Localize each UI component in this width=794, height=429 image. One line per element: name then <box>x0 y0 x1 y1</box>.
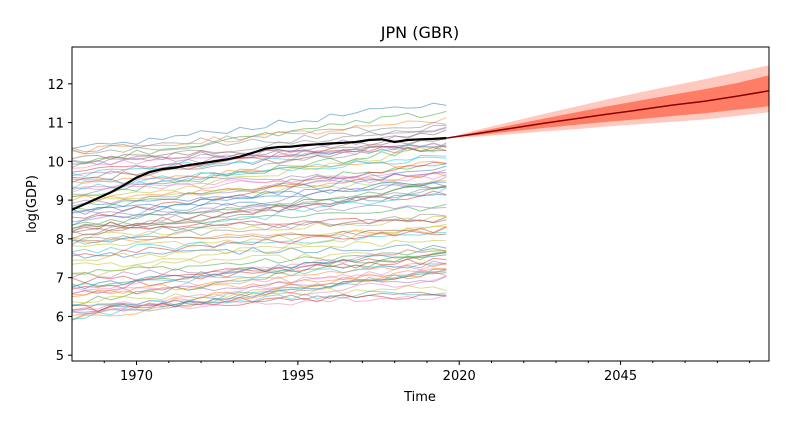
x-tick-label: 1995 <box>281 369 314 384</box>
background-country-line <box>71 223 447 277</box>
background-country-line <box>71 187 447 245</box>
background-country-line <box>71 275 447 316</box>
y-tick-label: 12 <box>47 78 64 93</box>
background-country-line <box>71 127 447 177</box>
forecast-inner-band <box>446 75 769 139</box>
background-country-line <box>71 268 447 320</box>
forecast-bands-group <box>446 65 769 139</box>
x-axis-label: Time <box>403 390 436 405</box>
background-country-line <box>71 251 447 307</box>
background-country-line <box>71 229 447 243</box>
background-country-line <box>71 184 447 240</box>
chart-title: JPN (GBR) <box>380 23 459 42</box>
background-country-line <box>71 172 447 193</box>
background-country-line <box>71 126 447 155</box>
background-country-line <box>71 276 447 295</box>
background-country-line <box>71 185 447 226</box>
background-country-line <box>71 124 447 169</box>
y-tick-label: 9 <box>56 194 64 209</box>
background-country-line <box>71 260 447 279</box>
background-country-line <box>71 269 447 295</box>
forecast-median-line <box>446 90 770 139</box>
y-tick-label: 10 <box>47 155 64 170</box>
historical-line <box>71 137 447 211</box>
background-country-line <box>71 165 447 226</box>
background-country-line <box>71 117 447 155</box>
background-country-line <box>71 144 447 209</box>
background-country-line <box>71 193 447 215</box>
background-country-line <box>71 176 447 223</box>
background-country-line <box>71 244 447 259</box>
background-country-line <box>71 121 447 153</box>
background-country-line <box>71 102 447 149</box>
y-tick-label: 6 <box>56 310 64 325</box>
y-tick-label: 5 <box>56 349 64 364</box>
background-country-line <box>71 264 447 312</box>
background-series-group <box>71 102 447 321</box>
background-country-line <box>71 171 447 202</box>
background-country-line <box>71 226 447 244</box>
background-country-line <box>71 216 447 230</box>
background-country-line <box>71 262 447 296</box>
background-country-line <box>71 213 447 246</box>
y-axis-ticks: 5 6 7 8 9 10 11 12 <box>47 78 72 364</box>
plot-frame <box>71 46 770 362</box>
background-country-line <box>71 247 447 275</box>
background-country-line <box>71 181 447 214</box>
background-country-line <box>71 290 447 307</box>
background-country-line <box>71 143 447 169</box>
background-country-line <box>71 142 447 198</box>
background-country-line <box>71 267 447 321</box>
background-country-line <box>71 263 447 287</box>
background-country-line <box>71 254 447 290</box>
x-axis-ticks: 1970 1995 2020 2045 <box>103 361 751 384</box>
y-tick-label: 11 <box>47 117 64 132</box>
background-country-line <box>71 138 447 165</box>
background-country-line <box>71 239 447 262</box>
background-country-line <box>71 146 447 179</box>
background-country-line <box>71 294 447 312</box>
background-country-line <box>71 249 447 291</box>
y-tick-label: 8 <box>56 233 64 248</box>
x-tick-label: 2020 <box>443 369 476 384</box>
background-country-line <box>71 252 447 290</box>
x-tick-label: 2045 <box>604 369 637 384</box>
background-country-line <box>71 257 447 284</box>
background-country-line <box>71 226 447 257</box>
background-country-line <box>71 215 447 241</box>
x-tick-label: 1970 <box>120 369 153 384</box>
background-country-line <box>71 143 447 178</box>
y-tick-label: 7 <box>56 272 64 287</box>
background-country-line <box>71 110 447 164</box>
forecast-outer-band <box>446 65 769 139</box>
main-series-group <box>71 90 770 211</box>
background-country-line <box>71 156 447 190</box>
background-country-line <box>71 232 447 254</box>
background-country-line <box>71 218 447 234</box>
y-axis-label: log(GDP) <box>25 175 40 233</box>
